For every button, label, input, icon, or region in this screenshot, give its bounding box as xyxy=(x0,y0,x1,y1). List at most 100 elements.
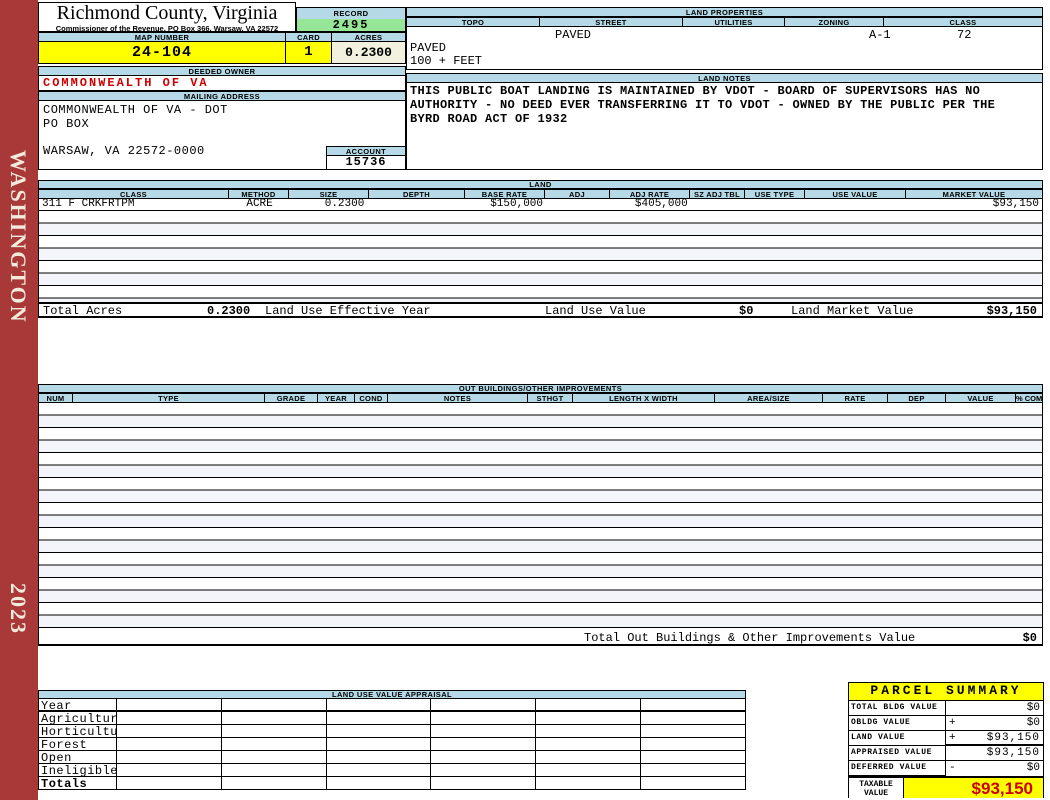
lua-row-label: Forest xyxy=(39,738,117,751)
ps-land-value-label: LAND VALUE xyxy=(849,731,946,746)
empty-cell xyxy=(221,751,327,764)
card-value: 1 xyxy=(286,42,332,64)
lua-row-label: Open Space xyxy=(39,751,117,764)
empty-cell xyxy=(536,699,642,712)
sidebar-year-label: 2023 xyxy=(6,583,31,635)
ob-col-length-width: LENGTH X WIDTH xyxy=(573,393,715,403)
empty-cell xyxy=(536,712,642,725)
lua-row-ineligible: Ineligible xyxy=(39,764,746,777)
empty-cell xyxy=(536,751,642,764)
mailing-address-label: MAILING ADDRESS xyxy=(38,91,406,101)
ps-deferred-label: DEFERRED VALUE xyxy=(849,761,946,776)
class-value: 72 xyxy=(957,28,972,42)
land-empty-rows xyxy=(38,211,1043,303)
parcel-summary-row: LAND VALUE + $93,150 xyxy=(849,731,1043,746)
acres-label: ACRES xyxy=(332,32,406,42)
land-row-method: ACRE xyxy=(246,199,273,210)
land-col-use-type: USE TYPE xyxy=(745,189,805,199)
empty-cell xyxy=(221,777,327,790)
ps-op: + xyxy=(949,732,957,744)
land-market-value: $93,150 xyxy=(986,304,1037,318)
parcel-summary: PARCEL SUMMARY TOTAL BLDG VALUE $0 OBLDG… xyxy=(848,682,1044,798)
land-col-class: CLASS xyxy=(38,189,229,199)
empty-cell xyxy=(641,725,746,738)
empty-cell xyxy=(536,725,642,738)
empty-cell xyxy=(326,777,432,790)
land-use-appraisal-title: LAND USE VALUE APPRAISAL xyxy=(38,690,746,699)
empty-cell xyxy=(116,764,222,777)
empty-cell xyxy=(641,738,746,751)
lua-row-forest: Forest xyxy=(39,738,746,751)
land-col-depth: DEPTH xyxy=(369,189,465,199)
account-label: ACCOUNT xyxy=(326,146,406,156)
lua-row-open-space: Open Space xyxy=(39,751,746,764)
ps-appraised-value: $93,150 xyxy=(986,747,1040,759)
land-notes-line-3: BYRD ROAD ACT OF 1932 xyxy=(410,112,568,126)
land-row-adj xyxy=(545,199,610,210)
ob-col-num: NUM xyxy=(38,393,73,403)
land-col-method: METHOD xyxy=(229,189,289,199)
lua-row-label: Ineligible xyxy=(39,764,117,777)
parcel-summary-row: APPRAISED VALUE $93,150 xyxy=(849,746,1043,761)
ob-col-notes: NOTES xyxy=(388,393,528,403)
record-value: 2495 xyxy=(296,19,406,32)
empty-cell xyxy=(326,738,432,751)
deeded-owner-value: COMMONWEALTH OF VA xyxy=(38,76,406,91)
lua-row-label: Agriculture xyxy=(39,712,117,725)
address-line-1: COMMONWEALTH OF VA - DOT xyxy=(43,103,228,117)
land-row-class: 311 F CRKFRTPM xyxy=(42,199,135,210)
lua-row-horticulture: Horticulture xyxy=(39,725,746,738)
ob-col-cond: COND xyxy=(355,393,388,403)
ob-col-area-size: AREA/SIZE xyxy=(715,393,823,403)
empty-cell xyxy=(116,738,222,751)
street-value: PAVED xyxy=(555,28,592,42)
out-buildings-title: OUT BUILDINGS/OTHER IMPROVEMENTS xyxy=(38,384,1043,393)
ps-op: - xyxy=(949,762,956,774)
land-row-use-type xyxy=(745,199,805,210)
ps-op: + xyxy=(949,717,956,729)
empty-cell xyxy=(641,699,746,712)
empty-cell xyxy=(326,751,432,764)
empty-cell xyxy=(536,738,642,751)
land-properties-col-zoning: ZONING xyxy=(785,17,884,27)
lua-row-label: Totals xyxy=(39,777,117,790)
empty-cell xyxy=(221,712,327,725)
ps-land-value: $93,150 xyxy=(986,732,1040,744)
empty-cell xyxy=(431,699,537,712)
ob-col-pct-comp: % COMP xyxy=(1016,393,1043,403)
land-row-size: 0.2300 xyxy=(324,199,365,210)
land-notes-line-2: AUTHORITY - NO DEED EVER TRANSFERRING IT… xyxy=(410,98,996,112)
land-col-market-value: MARKET VALUE xyxy=(906,189,1043,199)
account-value: 15736 xyxy=(326,156,406,170)
ob-col-year: YEAR xyxy=(318,393,355,403)
empty-cell xyxy=(431,777,537,790)
ob-col-rate: RATE xyxy=(823,393,888,403)
empty-cell xyxy=(431,712,537,725)
empty-cell xyxy=(326,725,432,738)
ps-taxable-value: $93,150 xyxy=(904,778,1043,798)
acres-value: 0.2300 xyxy=(332,42,406,64)
land-properties-title: LAND PROPERTIES xyxy=(406,7,1043,17)
map-number-label: MAP NUMBER xyxy=(38,32,286,42)
lua-row-label: Year xyxy=(39,699,117,712)
empty-cell xyxy=(116,699,222,712)
empty-cell xyxy=(641,777,746,790)
land-row-sz-adj-tbl xyxy=(690,199,745,210)
total-acres-value: 0.2300 xyxy=(207,304,251,318)
parcel-summary-row: TOTAL BLDG VALUE $0 xyxy=(849,701,1043,716)
ob-col-dep: DEP xyxy=(888,393,946,403)
out-buildings-total-row: Total Out Buildings & Other Improvements… xyxy=(38,628,1043,646)
zoning-value: A-1 xyxy=(869,28,891,42)
land-col-use-value: USE VALUE xyxy=(805,189,906,199)
empty-cell xyxy=(116,751,222,764)
county-title: Richmond County, Virginia xyxy=(56,2,278,24)
land-col-size: SIZE xyxy=(289,189,369,199)
empty-cell xyxy=(221,764,327,777)
empty-cell xyxy=(431,764,537,777)
address-line-3: WARSAW, VA 22572-0000 xyxy=(43,144,205,158)
empty-cell xyxy=(326,699,432,712)
parcel-summary-row: OBLDG VALUE + $0 xyxy=(849,716,1043,731)
total-acres-label: Total Acres xyxy=(43,304,123,318)
parcel-summary-taxable-row: TAXABLE VALUE $93,150 xyxy=(849,776,1043,798)
